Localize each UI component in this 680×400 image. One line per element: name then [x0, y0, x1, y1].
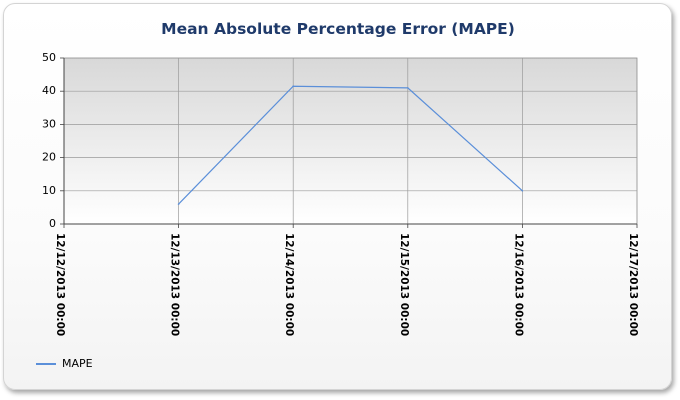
series-line-mape: [178, 85, 523, 205]
data-point: [177, 203, 180, 205]
y-tick-label: 50: [42, 51, 56, 64]
y-tick-label: 30: [42, 117, 56, 130]
x-tick-label: 12/15/2013 00:00: [398, 233, 410, 336]
legend-label: MAPE: [62, 357, 93, 370]
legend-swatch: [36, 362, 56, 365]
chart-title: Mean Absolute Percentage Error (MAPE): [161, 20, 515, 38]
plot-area: [63, 57, 638, 225]
x-tick-label: 12/17/2013 00:00: [627, 233, 639, 336]
x-tick-label: 12/12/2013 00:00: [54, 233, 66, 336]
x-tick-label: 12/16/2013 00:00: [512, 233, 524, 336]
y-tick-label: 0: [49, 217, 56, 230]
y-tick-label: 20: [42, 151, 56, 164]
y-tick-label: 10: [42, 184, 56, 197]
legend: MAPE: [36, 357, 93, 370]
y-tick-label: 40: [42, 84, 56, 97]
data-point: [292, 85, 295, 88]
x-tick-label: 12/13/2013 00:00: [169, 233, 181, 336]
data-point: [407, 87, 409, 89]
data-point: [521, 190, 524, 192]
x-tick-label: 12/14/2013 00:00: [283, 233, 295, 336]
